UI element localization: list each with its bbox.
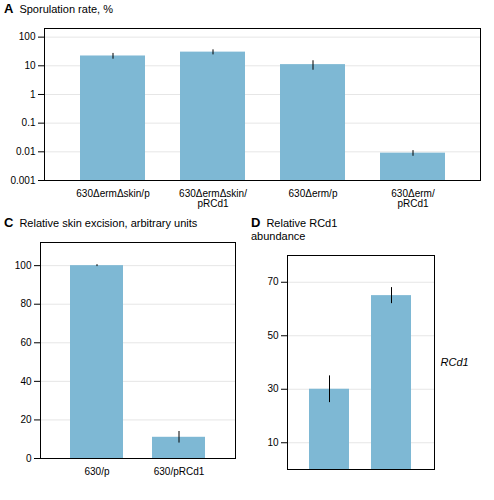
svg-text:100: 100 xyxy=(19,31,36,42)
svg-text:10: 10 xyxy=(24,60,36,71)
svg-text:0: 0 xyxy=(26,453,32,464)
svg-text:80: 80 xyxy=(20,298,32,309)
html-text:A Sporulation rate, %: A Sporulation rate, % xyxy=(4,1,113,16)
svg-text:RCd1: RCd1 xyxy=(441,356,469,368)
svg-text:630ΔermΔskin/pRCd1: 630ΔermΔskin/pRCd1 xyxy=(179,188,247,209)
svg-text:630Δerm/p: 630Δerm/p xyxy=(289,188,338,199)
svg-text:40: 40 xyxy=(20,376,32,387)
svg-text:30: 30 xyxy=(267,383,279,394)
svg-text:630ΔermΔskin/p: 630ΔermΔskin/p xyxy=(76,188,150,199)
svg-text:20: 20 xyxy=(20,414,32,425)
svg-text:50: 50 xyxy=(267,330,279,341)
svg-text:0.001: 0.001 xyxy=(10,175,35,186)
html-text:D Relative RCd1 abundance: D Relative RCd1 abundance xyxy=(251,215,338,242)
svg-text:0.01: 0.01 xyxy=(16,146,36,157)
svg-text:100: 100 xyxy=(15,260,32,271)
svg-text:60: 60 xyxy=(20,337,32,348)
svg-text:630Δerm/pRCd1: 630Δerm/pRCd1 xyxy=(391,188,435,209)
svg-text:70: 70 xyxy=(267,276,279,287)
svg-text:0.1: 0.1 xyxy=(22,117,36,128)
svg-text:630/pRCd1: 630/pRCd1 xyxy=(154,466,205,477)
svg-text:10: 10 xyxy=(267,437,279,448)
svg-text:1: 1 xyxy=(30,89,36,100)
html-text:C Relative skin excision, arbi: C Relative skin excision, arbitrary unit… xyxy=(4,215,198,230)
svg-text:630/p: 630/p xyxy=(84,466,109,477)
